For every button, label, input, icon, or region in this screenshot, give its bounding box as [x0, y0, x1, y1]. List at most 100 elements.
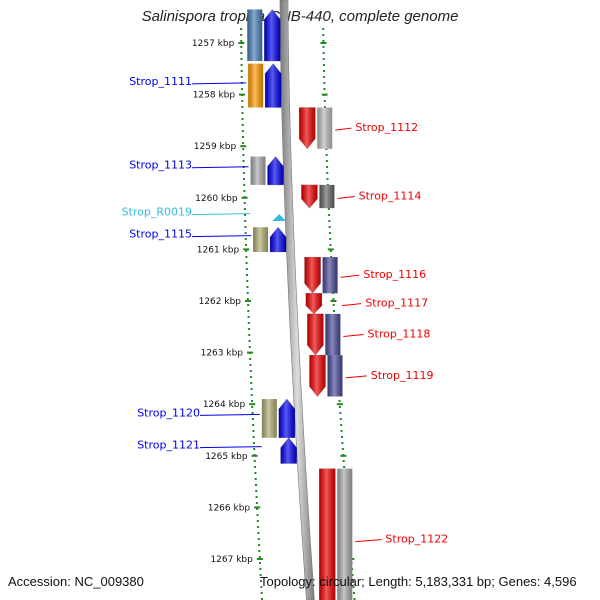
gene-label[interactable]: Strop_1121: [137, 439, 200, 452]
ruler-dot: [328, 232, 331, 234]
kbp-tick-mark: [340, 454, 347, 457]
ruler-dot: [252, 442, 255, 444]
ruler-dot: [252, 430, 255, 432]
ruler-dot: [240, 58, 243, 60]
gene-strop-1112[interactable]: [298, 107, 333, 150]
ruler-dot: [240, 40, 243, 42]
gene-top-forward[interactable]: [247, 8, 281, 62]
label-leader: [343, 334, 364, 338]
ruler-dot: [251, 418, 254, 420]
gene-label[interactable]: Strop_R0019: [122, 206, 192, 219]
ruler-dot: [329, 250, 332, 252]
kbp-tick-label: 1265 kbp: [205, 452, 248, 462]
gene-strop-1113[interactable]: [250, 156, 284, 186]
ruler-dot: [243, 208, 246, 210]
ruler-dot: [328, 220, 331, 222]
ruler-dot: [246, 274, 249, 276]
ruler-dot: [241, 118, 244, 120]
ruler-dot: [323, 70, 326, 72]
ruler-dot: [241, 136, 244, 138]
gene-strop-1117[interactable]: [305, 292, 323, 315]
ruler-dot: [353, 598, 356, 600]
gene-strop-1121[interactable]: [280, 437, 297, 464]
ruler-dot: [322, 46, 325, 48]
gene-strop-1116[interactable]: [304, 256, 338, 294]
ruler-dot: [240, 34, 243, 36]
ruler-dot: [323, 100, 326, 102]
ruler-dot: [247, 322, 250, 324]
gene-label[interactable]: Strop_1113: [129, 159, 192, 172]
ruler-dot: [246, 286, 249, 288]
kbp-tick-label: 1257 kbp: [192, 39, 235, 49]
gene-strop-1118[interactable]: [307, 313, 341, 356]
ruler-dot: [241, 130, 244, 132]
ruler-dot: [338, 406, 341, 408]
ruler-dot: [243, 202, 246, 204]
ruler-dot: [325, 148, 328, 150]
gene-strop-1111[interactable]: [248, 63, 282, 108]
ruler-dot: [241, 124, 244, 126]
ruler-dot: [254, 472, 257, 474]
ruler-dot: [323, 106, 326, 108]
ruler-dot: [338, 400, 341, 402]
ruler-dot: [253, 460, 256, 462]
ruler-dot: [247, 316, 250, 318]
ruler-dot: [352, 586, 355, 588]
gene-strop-1119[interactable]: [309, 354, 343, 397]
ruler-dot: [322, 58, 325, 60]
label-leader: [199, 446, 262, 449]
kbp-tick-mark: [247, 351, 254, 354]
ruler-dot: [341, 448, 344, 450]
ruler-dot: [326, 166, 329, 168]
kbp-tick-label: 1266 kbp: [208, 503, 251, 513]
ruler-dot: [323, 88, 326, 90]
ruler-dot: [244, 214, 247, 216]
gene-strop-r0019[interactable]: [272, 214, 287, 222]
gene-label[interactable]: Strop_1116: [363, 268, 426, 281]
gene-strop-1115[interactable]: [253, 226, 287, 253]
kbp-ruler: 1257 kbp 1258 kbp 1259 kbp 1260 kbp 1261 kbp…: [192, 39, 355, 565]
kbp-tick-mark: [240, 145, 247, 148]
ruler-dot: [248, 340, 251, 342]
gene-label[interactable]: Strop_1111: [129, 75, 192, 88]
gene-arrow-shade: [307, 313, 324, 356]
gene-label[interactable]: Strop_1115: [129, 228, 192, 241]
ruler-dot: [253, 448, 256, 450]
gene-strop-1114[interactable]: [301, 184, 335, 209]
gene-label[interactable]: Strop_1122: [385, 533, 448, 546]
cog-box-shade: [319, 184, 335, 209]
gene-arrow-shade: [305, 293, 322, 314]
gene-strop-1120[interactable]: [261, 398, 296, 439]
label-leader: [191, 235, 252, 238]
gene-arrow-shade: [265, 63, 282, 108]
ruler-dot: [249, 370, 252, 372]
gene-label[interactable]: Strop_1120: [137, 406, 200, 419]
ruler-dot: [246, 280, 249, 282]
gene-arrow-shade: [278, 399, 295, 438]
gene-label[interactable]: Strop_1114: [359, 190, 422, 203]
ruler-dot: [256, 520, 259, 522]
gene-label[interactable]: Strop_1112: [355, 121, 418, 134]
ruler-dot: [339, 418, 342, 420]
ruler-dot: [249, 376, 252, 378]
kbp-tick-mark: [327, 248, 334, 251]
ruler-dot: [256, 508, 259, 510]
ruler-dot: [245, 268, 248, 270]
cog-box-shade: [261, 399, 277, 438]
ruler-dot: [322, 52, 325, 54]
label-leader: [345, 375, 367, 379]
cog-box-shade: [250, 156, 266, 185]
ruler-dot: [240, 70, 243, 72]
ruler-dot: [251, 412, 254, 414]
gene-label[interactable]: Strop_1119: [371, 369, 434, 382]
ruler-dot: [240, 46, 243, 48]
ruler-dot: [250, 394, 253, 396]
gene-label[interactable]: Strop_1118: [368, 328, 431, 341]
ruler-dot: [325, 160, 328, 162]
gene-label[interactable]: Strop_1117: [365, 297, 428, 310]
topology-text: Topology: circular; Length: 5,183,331 bp…: [260, 574, 577, 589]
gene-strop-1122[interactable]: [318, 468, 353, 600]
ruler-dot: [241, 100, 244, 102]
ruler-dot: [240, 64, 243, 66]
